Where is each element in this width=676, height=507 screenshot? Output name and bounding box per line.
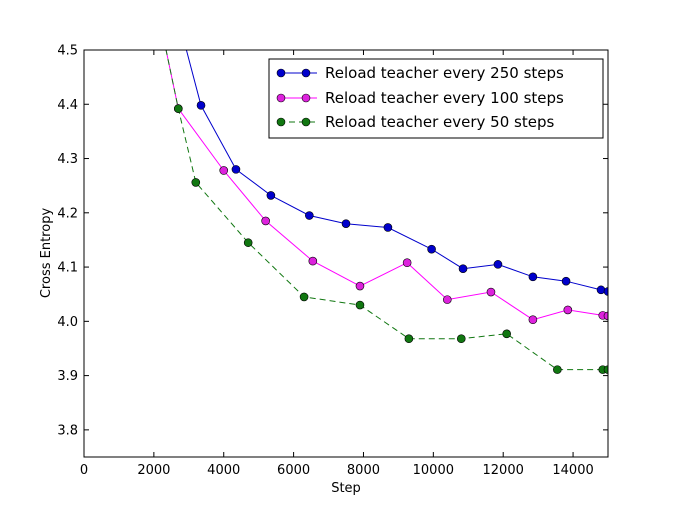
series-line-0 <box>185 50 608 292</box>
y-tick-label: 4.1 <box>57 261 78 276</box>
data-point-series-0 <box>427 244 436 254</box>
data-point-series-2 <box>404 334 414 343</box>
y-tick-label: 4.4 <box>57 98 78 113</box>
legend-box <box>268 58 604 139</box>
data-point-series-0 <box>561 276 571 286</box>
data-point-series-2 <box>502 329 511 339</box>
data-point-series-2 <box>191 178 201 187</box>
y-tick-label: 3.9 <box>57 369 78 384</box>
y-tick-label: 4.3 <box>57 152 78 167</box>
x-tick-label: 2000 <box>137 463 170 478</box>
x-tick-label: 4000 <box>207 463 240 478</box>
data-point-series-0 <box>196 101 206 110</box>
plot-frame <box>83 49 609 458</box>
data-point-series-0 <box>603 287 608 296</box>
data-point-series-2 <box>299 292 309 302</box>
x-tick-label: 8000 <box>347 463 380 478</box>
data-point-series-0 <box>493 260 503 269</box>
x-axis-label: Step <box>331 481 361 496</box>
data-point-series-2 <box>174 104 183 113</box>
data-point-series-1 <box>443 295 452 304</box>
data-point-series-0 <box>305 211 314 220</box>
data-point-series-2 <box>553 365 562 374</box>
data-point-series-2 <box>603 365 608 374</box>
y-tick-label: 4.5 <box>57 44 78 59</box>
data-point-series-1 <box>402 258 412 268</box>
x-tick-label: 14000 <box>552 463 593 478</box>
legend-marker-250-end <box>301 68 311 78</box>
data-point-series-1 <box>603 311 608 321</box>
x-tick-label: 0 <box>80 463 88 478</box>
data-point-series-2 <box>355 300 365 310</box>
legend-label-100: Reload teacher every 100 steps <box>325 89 564 107</box>
data-point-series-0 <box>266 191 276 200</box>
legend-marker-250-start <box>276 68 286 78</box>
data-point-series-0 <box>383 223 393 232</box>
tick-labels-layer: 0 2000 4000 6000 8000 10000 12000 14000 3.8 3.9 4.… <box>57 44 593 479</box>
data-point-series-0 <box>596 285 606 295</box>
x-tick-label: 12000 <box>483 463 524 478</box>
legend-label-50: Reload teacher every 50 steps <box>325 113 554 131</box>
legend-marker-100-start <box>276 93 286 103</box>
y-tick-label: 3.8 <box>57 423 78 438</box>
legend-marker-50-start <box>276 117 286 127</box>
legend-label-250: Reload teacher every 250 steps <box>325 64 564 82</box>
x-tick-label: 10000 <box>413 463 454 478</box>
y-axis-label: Cross Entropy <box>39 208 54 299</box>
series-line-2 <box>165 50 608 371</box>
data-point-series-1 <box>308 256 318 266</box>
data-point-series-2 <box>456 334 466 343</box>
data-point-series-1 <box>528 315 538 325</box>
data-point-series-1 <box>219 166 229 175</box>
data-point-series-0 <box>528 272 538 282</box>
data-point-series-1 <box>563 305 573 315</box>
data-point-series-0 <box>341 219 351 228</box>
data-point-series-2 <box>243 238 253 247</box>
data-point-series-0 <box>458 264 468 273</box>
data-point-series-1 <box>355 281 365 291</box>
data-point-series-0 <box>231 165 241 174</box>
legend-marker-100-end <box>301 93 311 103</box>
data-point-series-1 <box>261 216 270 226</box>
data-point-series-1 <box>486 287 496 297</box>
legend: Reload teacher every 250 steps Reload te… <box>268 58 604 139</box>
legend-marker-50-end <box>301 117 311 127</box>
y-tick-label: 4.0 <box>57 315 78 330</box>
y-tick-label: 4.2 <box>57 206 78 221</box>
series-layer <box>165 50 608 374</box>
x-tick-label: 6000 <box>277 463 310 478</box>
